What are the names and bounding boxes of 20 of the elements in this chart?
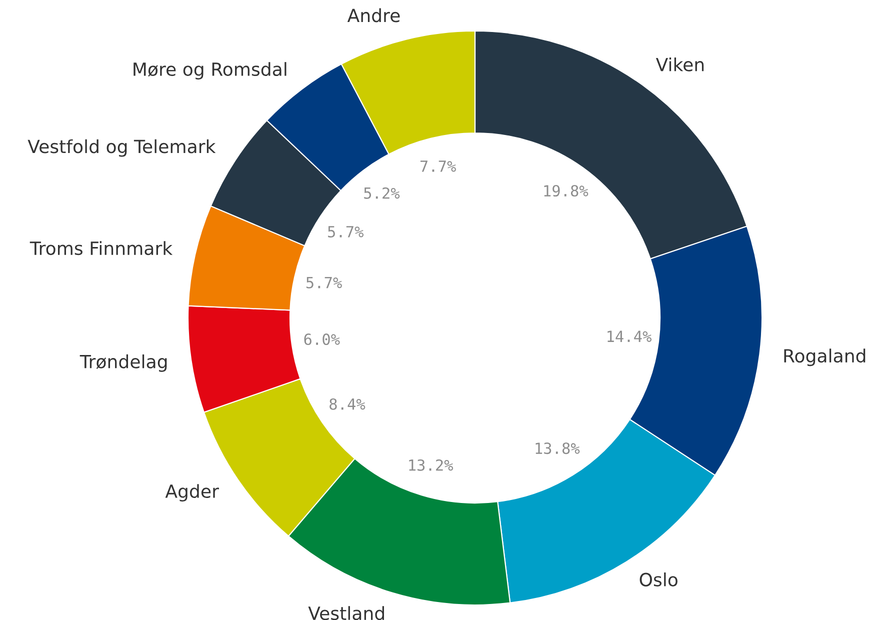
data-label: 5.2%: [364, 187, 400, 199]
data-label: 7.7%: [420, 160, 456, 172]
slice-label: Viken: [656, 57, 704, 72]
slice-label: Rogaland: [784, 348, 866, 366]
data-label: 14.4%: [608, 330, 652, 342]
data-label: 8.4%: [330, 398, 366, 410]
data-label: 13.2%: [409, 459, 454, 471]
slice-label: Oslo: [640, 572, 678, 586]
slice-label: Vestfold og Telemark: [28, 139, 216, 157]
slice-label: Møre og Romsdal: [134, 62, 286, 80]
slice-label: Andre: [347, 8, 400, 22]
slice-label: Trøndelag: [80, 354, 167, 372]
data-label: 5.7%: [328, 226, 364, 238]
data-label: 5.7%: [306, 277, 342, 288]
data-label: 19.8%: [544, 185, 588, 197]
data-label: 13.8%: [536, 442, 580, 454]
slice-label: Troms Finnmark: [30, 241, 173, 256]
slice-label: Vestland: [308, 606, 384, 620]
data-label: 6.0%: [304, 334, 340, 346]
slice-label: Agder: [165, 484, 219, 502]
